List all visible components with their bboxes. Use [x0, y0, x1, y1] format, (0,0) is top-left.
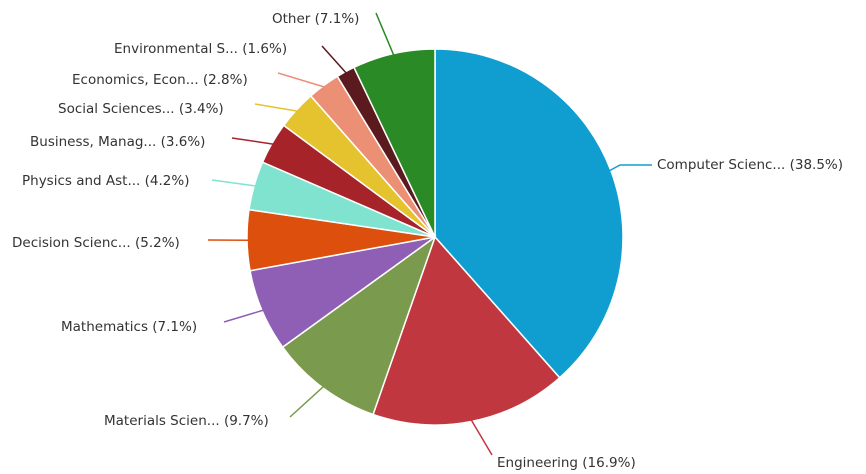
leader-line — [375, 12, 395, 56]
leader-lines — [207, 12, 652, 456]
pie-slices — [246, 48, 624, 426]
slice-label: Computer Scienc... (38.5%) — [657, 157, 843, 173]
slice-label: Engineering (16.9%) — [497, 455, 636, 471]
leader-line — [289, 385, 325, 418]
slice-label: Environmental S... (1.6%) — [114, 41, 287, 57]
leader-line — [231, 137, 274, 145]
slice-label: Other (7.1%) — [272, 11, 359, 27]
slice-label: Decision Scienc... (5.2%) — [12, 235, 180, 251]
leader-line — [608, 164, 652, 172]
slice-label: Mathematics (7.1%) — [61, 319, 197, 335]
slice-label: Economics, Econ... (2.8%) — [72, 72, 248, 88]
leader-line — [211, 179, 257, 187]
slice-label: Social Sciences... (3.4%) — [58, 101, 224, 117]
leader-line — [277, 72, 326, 88]
leader-line — [470, 419, 493, 456]
slice-labels: Computer Scienc... (38.5%) Engineering (1… — [12, 11, 843, 471]
leader-line — [321, 45, 348, 74]
leader-line — [254, 103, 299, 113]
slice-label: Physics and Ast... (4.2%) — [22, 173, 189, 189]
slice-label: Materials Scien... (9.7%) — [104, 413, 269, 429]
leader-line — [223, 309, 265, 323]
slice-label: Business, Manag... (3.6%) — [30, 134, 205, 150]
